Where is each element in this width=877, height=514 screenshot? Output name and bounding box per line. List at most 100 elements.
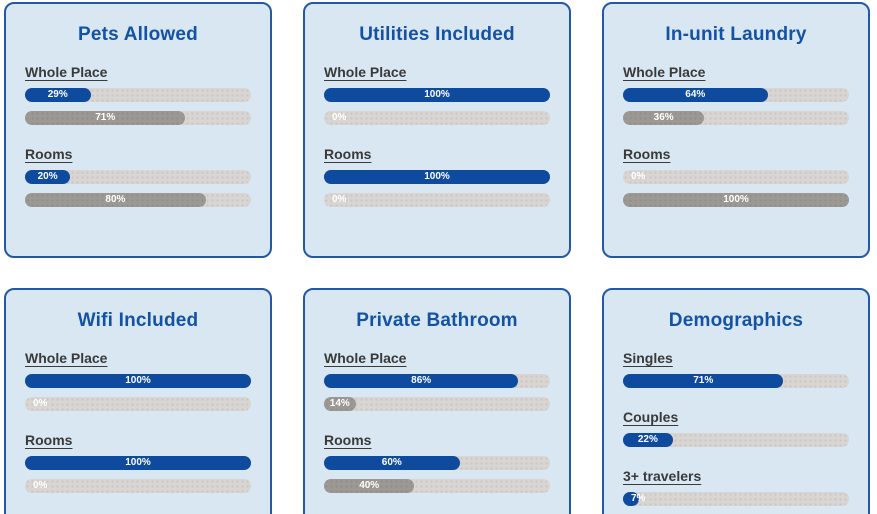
bar-value-label: 0% xyxy=(33,398,48,409)
bar-track: 80% xyxy=(25,193,251,207)
bar-value-label: 100% xyxy=(424,89,450,100)
bar-fill xyxy=(623,111,705,125)
bar-group: Couples 22% xyxy=(623,397,849,447)
bar-track: 71% xyxy=(623,374,849,388)
bar-fill xyxy=(25,88,91,102)
group-label: Whole Place xyxy=(324,64,407,80)
bar-fill xyxy=(623,374,784,388)
group-label: Whole Place xyxy=(324,350,407,366)
bar-track: 60% xyxy=(324,456,550,470)
group-label: Whole Place xyxy=(25,350,108,366)
bar-track: 40% xyxy=(324,479,550,493)
bar-value-label: 22% xyxy=(637,434,658,445)
bar-value-label: 14% xyxy=(329,398,350,409)
bar-fill xyxy=(324,397,356,411)
bar-value-label: 0% xyxy=(631,171,646,182)
bar-track: 22% xyxy=(623,433,849,447)
bar-group: Rooms 0% 100% xyxy=(623,134,849,207)
stat-card: Wifi Included Whole Place 100% 0% Rooms … xyxy=(4,288,272,514)
bar-group: Whole Place 29% 71% xyxy=(25,52,251,125)
bar-track: 20% xyxy=(25,170,251,184)
bar-group: 3+ travelers 7% xyxy=(623,456,849,506)
bar-fill xyxy=(324,374,519,388)
bar-fill xyxy=(623,88,768,102)
bar-fill xyxy=(25,456,251,470)
bar-track: 0% xyxy=(25,397,251,411)
card-title: Utilities Included xyxy=(359,24,515,45)
bar-track: 86% xyxy=(324,374,550,388)
stat-card: Demographics Singles 71% Couples 22% 3+ … xyxy=(602,288,870,514)
card-title: Pets Allowed xyxy=(78,24,198,45)
bar-track: 100% xyxy=(324,88,550,102)
bar-fill xyxy=(623,492,639,506)
group-label: Whole Place xyxy=(25,64,108,80)
bar-value-label: 0% xyxy=(33,480,48,491)
bar-track: 0% xyxy=(324,111,550,125)
bar-value-label: 7% xyxy=(631,493,646,504)
group-label: Rooms xyxy=(324,432,372,448)
bar-track: 64% xyxy=(623,88,849,102)
bar-track: 71% xyxy=(25,111,251,125)
bar-fill xyxy=(623,433,673,447)
bar-value-label: 20% xyxy=(37,171,58,182)
bar-value-label: 29% xyxy=(47,89,68,100)
bar-track: 100% xyxy=(25,374,251,388)
bar-fill xyxy=(25,374,251,388)
bar-value-label: 36% xyxy=(653,112,674,123)
group-label: Rooms xyxy=(25,432,73,448)
group-label: Whole Place xyxy=(623,64,706,80)
stat-card: Pets Allowed Whole Place 29% 71% Rooms 2… xyxy=(4,2,272,258)
bar-track: 100% xyxy=(324,170,550,184)
bar-value-label: 80% xyxy=(105,194,126,205)
bar-fill xyxy=(25,111,186,125)
bar-fill xyxy=(324,479,415,493)
bar-track: 29% xyxy=(25,88,251,102)
bar-group: Rooms 20% 80% xyxy=(25,134,251,207)
stat-card: In-unit Laundry Whole Place 64% 36% Room… xyxy=(602,2,870,258)
bar-value-label: 100% xyxy=(723,194,749,205)
bar-track: 0% xyxy=(324,193,550,207)
bar-group: Whole Place 100% 0% xyxy=(25,338,251,411)
stat-card: Private Bathroom Whole Place 86% 14% Roo… xyxy=(303,288,571,514)
bar-value-label: 100% xyxy=(125,375,151,386)
bar-fill xyxy=(324,88,550,102)
bar-fill xyxy=(25,170,71,184)
bar-group: Rooms 100% 0% xyxy=(25,420,251,493)
bar-group: Whole Place 86% 14% xyxy=(324,338,550,411)
group-label: 3+ travelers xyxy=(623,468,702,484)
bar-value-label: 100% xyxy=(125,457,151,468)
bar-group: Whole Place 64% 36% xyxy=(623,52,849,125)
bar-group: Whole Place 100% 0% xyxy=(324,52,550,125)
bar-value-label: 71% xyxy=(693,375,714,386)
group-label: Rooms xyxy=(25,146,73,162)
bar-group: Singles 71% xyxy=(623,338,849,388)
bar-group: Rooms 60% 40% xyxy=(324,420,550,493)
card-title: Demographics xyxy=(668,310,804,331)
bar-track: 100% xyxy=(25,456,251,470)
bar-track: 100% xyxy=(623,193,849,207)
card-title: Wifi Included xyxy=(77,310,199,331)
bar-value-label: 0% xyxy=(332,194,347,205)
group-label: Rooms xyxy=(623,146,671,162)
bar-fill xyxy=(324,456,460,470)
stat-card: Utilities Included Whole Place 100% 0% R… xyxy=(303,2,571,258)
bar-fill xyxy=(623,193,849,207)
bar-value-label: 40% xyxy=(359,480,380,491)
bar-value-label: 86% xyxy=(411,375,432,386)
bar-fill xyxy=(324,170,550,184)
bar-value-label: 71% xyxy=(95,112,116,123)
bar-value-label: 100% xyxy=(424,171,450,182)
bar-value-label: 64% xyxy=(685,89,706,100)
bar-group: Rooms 100% 0% xyxy=(324,134,550,207)
bar-track: 0% xyxy=(623,170,849,184)
group-label: Singles xyxy=(623,350,673,366)
card-title: In-unit Laundry xyxy=(665,24,807,45)
bar-value-label: 0% xyxy=(332,112,347,123)
bar-track: 7% xyxy=(623,492,849,506)
group-label: Rooms xyxy=(324,146,372,162)
bar-fill xyxy=(25,193,206,207)
group-label: Couples xyxy=(623,409,679,425)
bar-track: 36% xyxy=(623,111,849,125)
bar-track: 14% xyxy=(324,397,550,411)
